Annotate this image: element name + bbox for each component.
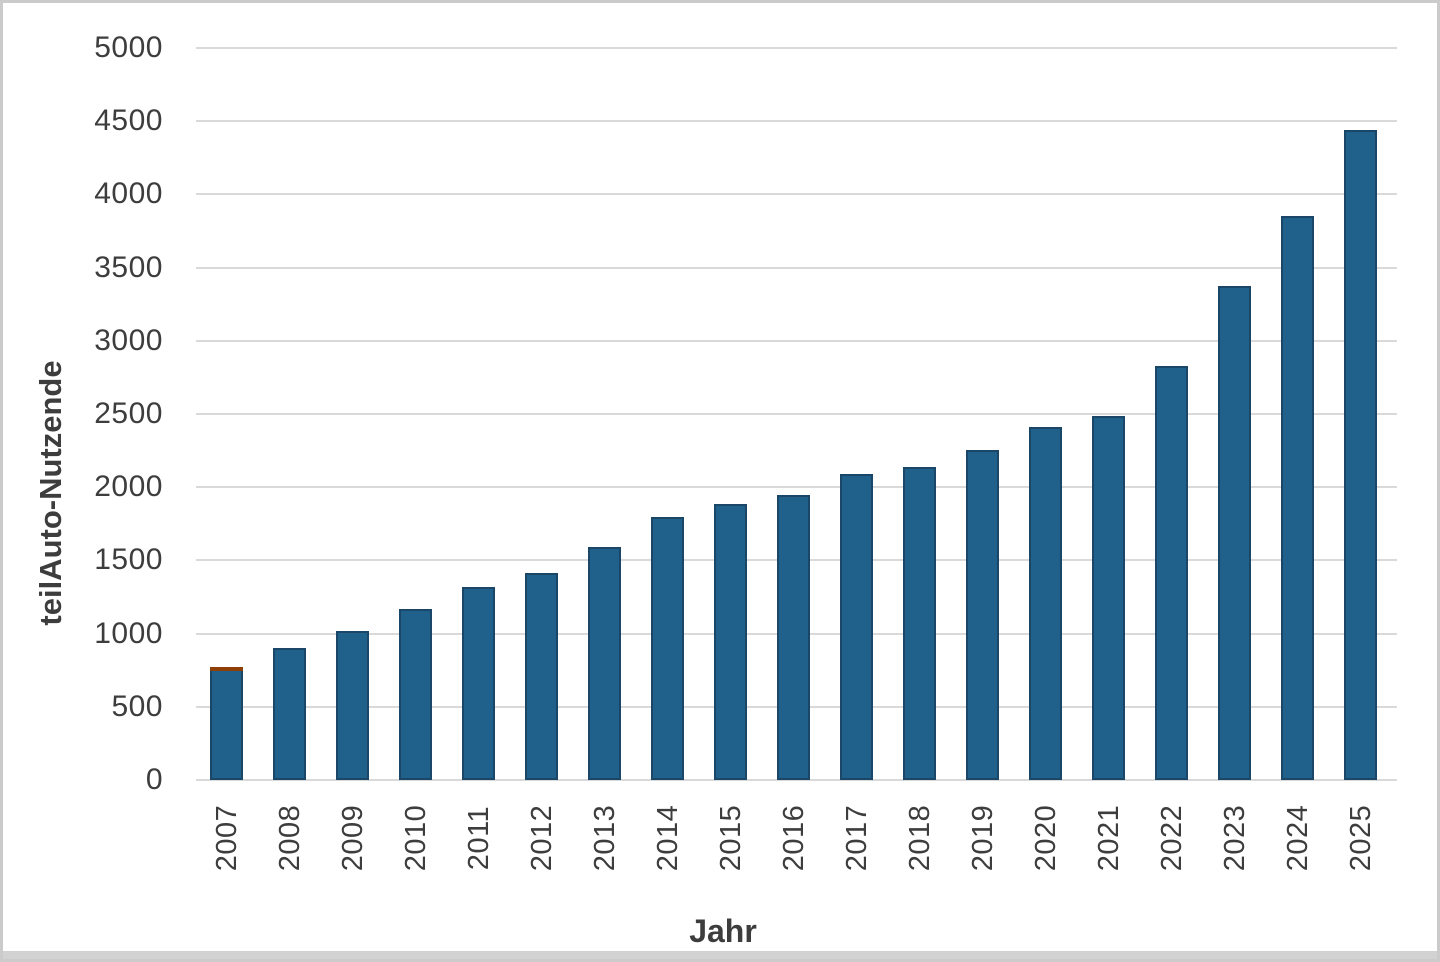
bar-2018 [903, 467, 936, 780]
bar-2016 [777, 495, 810, 780]
bar-segment-2010-s0 [399, 609, 432, 780]
y-tick-label-4500: 4500 [94, 104, 163, 138]
bar-2009 [336, 631, 369, 780]
bar-2023 [1218, 286, 1251, 780]
x-tick-label-2015: 2015 [714, 804, 747, 872]
bottom-strip [3, 951, 1437, 959]
gridline-3000 [196, 339, 1397, 342]
bar-segment-2024-s0 [1281, 216, 1314, 780]
bar-2017 [840, 474, 873, 780]
x-tick-label-2020: 2020 [1029, 804, 1062, 872]
y-tick-label-5000: 5000 [94, 31, 163, 64]
y-axis-title: teilAuto-Nutzende [33, 360, 68, 626]
y-tick-label-0: 0 [145, 763, 163, 796]
y-tick-label-500: 500 [111, 689, 163, 723]
bar-segment-2007-s1 [210, 667, 243, 671]
x-tick-label-2011: 2011 [462, 805, 495, 871]
bar-2007 [210, 667, 243, 780]
x-tick-label-2024: 2024 [1281, 804, 1314, 872]
gridline-4500 [196, 120, 1397, 123]
y-tick-label-1500: 1500 [94, 543, 163, 577]
bar-segment-2017-s0 [840, 474, 873, 780]
y-tick-label-1000: 1000 [94, 616, 163, 650]
bar-2025 [1344, 130, 1377, 780]
y-tick-label-2000: 2000 [94, 470, 163, 504]
bar-segment-2019-s0 [966, 450, 999, 780]
bar-2022 [1155, 366, 1188, 780]
x-tick-label-2008: 2008 [273, 804, 306, 872]
y-tick-label-3500: 3500 [94, 250, 163, 284]
x-tick-label-2023: 2023 [1218, 804, 1251, 872]
bar-2012 [525, 573, 558, 780]
bar-segment-2022-s0 [1155, 366, 1188, 780]
bar-2019 [966, 450, 999, 780]
bar-segment-2025-s0 [1344, 130, 1377, 780]
bar-2011 [462, 587, 495, 780]
x-tick-label-2025: 2025 [1344, 804, 1377, 872]
bar-segment-2014-s0 [651, 517, 684, 780]
bar-segment-2015-s0 [714, 504, 747, 780]
bar-2010 [399, 609, 432, 780]
bar-segment-2020-s0 [1029, 427, 1062, 780]
bar-2014 [651, 517, 684, 780]
x-tick-label-2021: 2021 [1092, 804, 1125, 872]
x-tick-label-2007: 2007 [210, 804, 243, 872]
x-tick-label-2010: 2010 [399, 804, 432, 872]
x-tick-label-2013: 2013 [588, 804, 621, 872]
x-tick-label-2009: 2009 [336, 804, 369, 872]
gridline-2500 [196, 413, 1397, 415]
bar-segment-2013-s0 [588, 547, 621, 780]
x-axis-title: Jahr [689, 913, 757, 949]
bar-2020 [1029, 427, 1062, 780]
bar-2013 [588, 547, 621, 780]
y-tick-label-3000: 3000 [94, 323, 163, 357]
bar-2024 [1281, 216, 1314, 780]
bar-segment-2021-s0 [1092, 416, 1125, 780]
x-tick-label-2016: 2016 [777, 804, 810, 872]
gridline-2000 [196, 486, 1397, 489]
bar-segment-2007-s0 [210, 671, 243, 780]
bar-segment-2008-s0 [273, 648, 306, 780]
plot-area [196, 47, 1397, 781]
bar-segment-2016-s0 [777, 495, 810, 780]
x-tick-label-2019: 2019 [966, 804, 999, 872]
y-tick-label-2500: 2500 [94, 397, 163, 430]
x-tick-label-2018: 2018 [903, 804, 936, 872]
bar-2015 [714, 504, 747, 780]
bar-2021 [1092, 416, 1125, 780]
bar-segment-2023-s0 [1218, 286, 1251, 780]
bar-segment-2012-s0 [525, 573, 558, 780]
gridline-4000 [196, 193, 1397, 196]
bar-2008 [273, 648, 306, 780]
x-tick-label-2022: 2022 [1155, 804, 1188, 872]
x-tick-label-2014: 2014 [651, 804, 684, 872]
gridline-0 [196, 779, 1397, 781]
gridline-5000 [196, 47, 1397, 49]
bar-segment-2018-s0 [903, 467, 936, 780]
x-tick-label-2017: 2017 [840, 804, 873, 872]
y-tick-label-4000: 4000 [94, 177, 163, 211]
x-tick-label-2012: 2012 [525, 804, 558, 872]
gridline-3500 [196, 266, 1397, 269]
bar-segment-2009-s0 [336, 631, 369, 780]
bar-segment-2011-s0 [462, 587, 495, 780]
